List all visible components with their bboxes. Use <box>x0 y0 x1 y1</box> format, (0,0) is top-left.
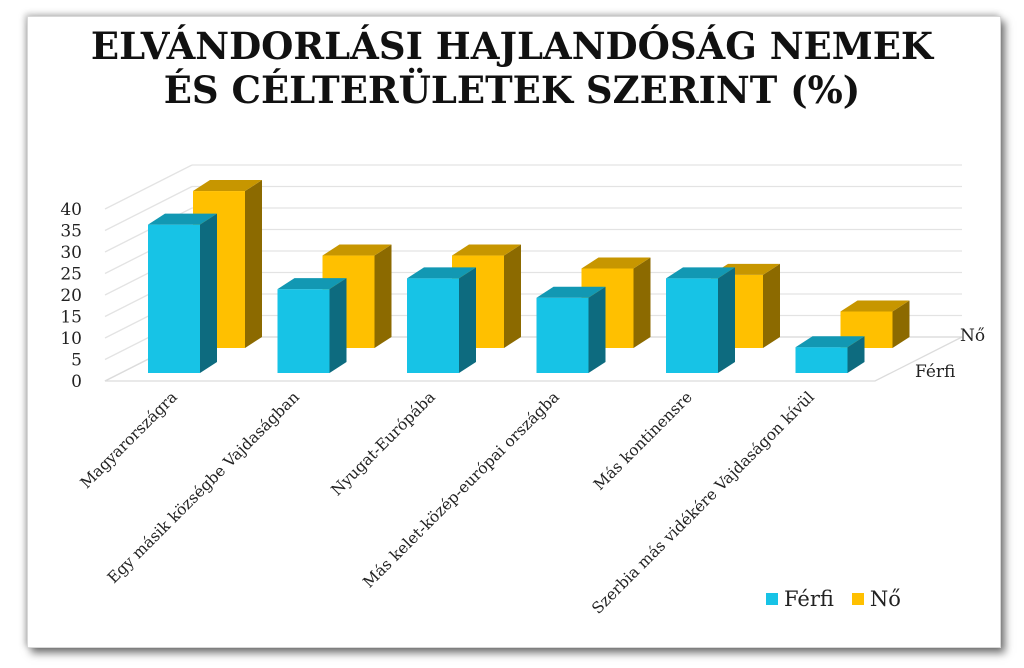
legend-label-ferfi: Férfi <box>784 587 834 611</box>
legend-item-ferfi[interactable]: Férfi <box>766 587 834 611</box>
bar[interactable] <box>840 300 910 348</box>
legend-item-no[interactable]: Nő <box>851 587 901 611</box>
bar[interactable] <box>148 213 217 373</box>
legend: Férfi Nő <box>766 587 911 611</box>
depth-label-no: Nő <box>960 326 985 346</box>
chart-title-line-2: ÉS CÉLTERÜLETEK SZERINT (%) <box>163 68 861 112</box>
x-category-label: Más kontinensre <box>590 388 696 494</box>
y-tick-label: 35 <box>60 222 82 242</box>
chart-title: ELVÁNDORLÁSI HAJLANDÓSÁG NEMEK ÉS CÉLTER… <box>0 24 1024 112</box>
legend-label-no: Nő <box>869 587 901 611</box>
x-category-label: Magyarországra <box>77 388 181 492</box>
y-tick-label: 30 <box>60 243 82 263</box>
y-tick-label: 0 <box>71 372 82 392</box>
bar[interactable] <box>711 263 780 348</box>
series-no <box>193 180 910 348</box>
y-tick-label: 15 <box>60 308 82 328</box>
bar[interactable] <box>795 336 865 373</box>
x-category-label: Egy másik községbe Vajdaságban <box>104 388 303 587</box>
x-category-label: Más kelet-közép-európai országba <box>360 388 563 591</box>
x-category-label: Nyugat-Európába <box>328 388 439 499</box>
bar[interactable] <box>322 244 392 348</box>
bar[interactable] <box>407 267 476 373</box>
y-tick-label: 40 <box>60 200 82 220</box>
y-tick-label: 25 <box>60 265 82 285</box>
x-category-label: Szerbia más vidékére Vajdaságon kívül <box>588 388 817 617</box>
series-ferfi <box>148 213 865 373</box>
bar[interactable] <box>666 267 735 373</box>
y-tick-label: 20 <box>60 286 82 306</box>
y-tick-label: 5 <box>71 351 82 371</box>
bar[interactable] <box>277 278 347 373</box>
bar[interactable] <box>536 286 606 373</box>
chart-title-line-1: ELVÁNDORLÁSI HAJLANDÓSÁG NEMEK <box>90 24 934 68</box>
depth-label-ferfi: Férfi <box>915 362 955 382</box>
y-tick-label: 10 <box>60 329 82 349</box>
legend-swatch-no <box>851 593 864 605</box>
legend-swatch-ferfi <box>766 593 778 605</box>
